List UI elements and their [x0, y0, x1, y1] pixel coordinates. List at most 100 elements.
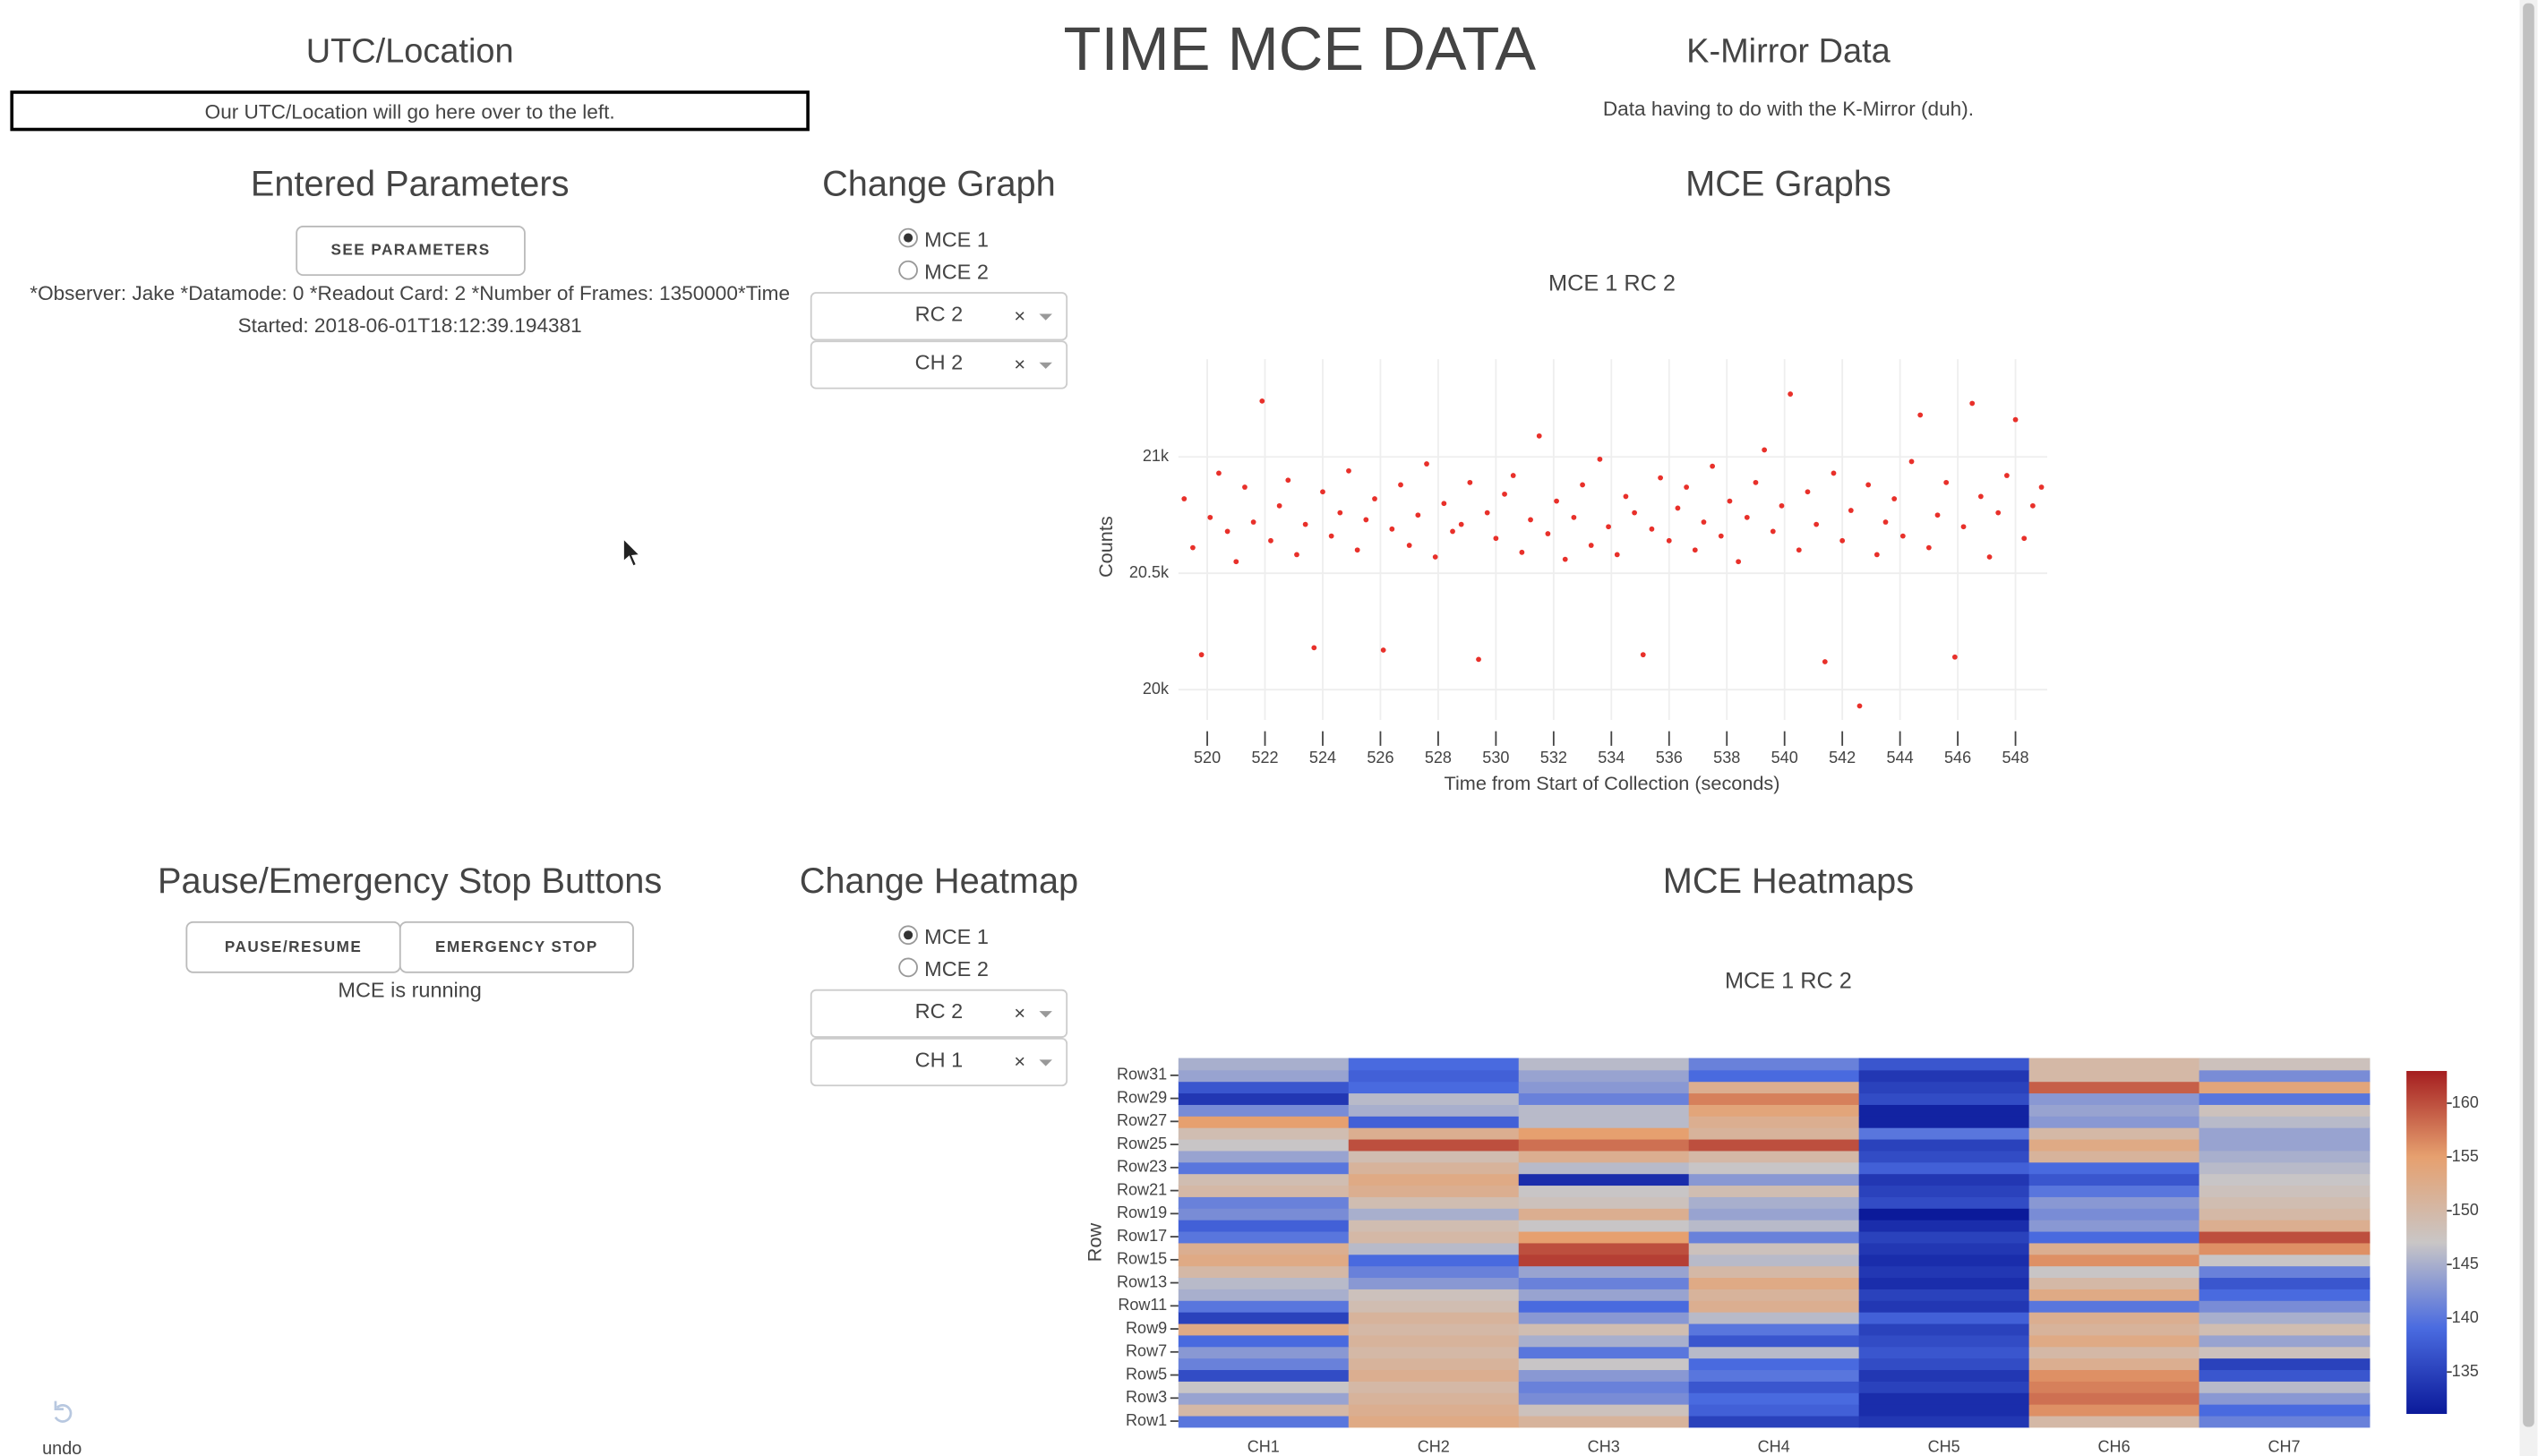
heatmap-cell [2199, 1415, 2371, 1428]
clear-icon[interactable]: × [1014, 1002, 1025, 1024]
section-title: MCE Heatmaps [1663, 861, 1914, 901]
x-tick-label: 534 [1598, 749, 1625, 767]
data-point [1233, 559, 1239, 565]
y-tick-label: 20k [1143, 680, 1170, 698]
heatmap-cell [1178, 1126, 1350, 1140]
radio-button[interactable] [898, 957, 918, 978]
heatmap-cell [1178, 1081, 1350, 1094]
y-tick-label: Row23 [1117, 1158, 1167, 1176]
heatmap-cell [1518, 1242, 1690, 1255]
x-tick-label: 546 [1944, 749, 1971, 767]
section-title: UTC/Location [306, 33, 514, 71]
y-tick-label: Row11 [1118, 1296, 1167, 1314]
heatmap-cell [1518, 1254, 1690, 1267]
x-tick-label: 522 [1251, 749, 1278, 767]
heatmap-cell [1178, 1403, 1350, 1417]
heatmap-cell [2199, 1081, 2371, 1094]
radio-label: MCE 2 [924, 261, 989, 284]
heatmap-cell [1518, 1323, 1690, 1336]
heatmap-cell [1858, 1311, 2030, 1324]
dropdown[interactable] [810, 292, 1068, 341]
clear-icon[interactable]: × [1014, 304, 1025, 327]
heatmap-cell [1178, 1392, 1350, 1405]
heatmap-cell [1858, 1126, 2030, 1140]
dropdown-value: RC 2 [915, 303, 963, 326]
data-point [1476, 656, 1481, 663]
heatmap-cell [2199, 1185, 2371, 1197]
heatmap-cell [1688, 1323, 1860, 1336]
dropdown-arrow[interactable] [1039, 1059, 1052, 1066]
dropdown-arrow[interactable] [1039, 362, 1052, 369]
heatmap-cell [1518, 1277, 1690, 1289]
dropdown-arrow[interactable] [1039, 1011, 1052, 1018]
clear-icon[interactable]: × [1014, 1050, 1025, 1073]
colorbar-tick-label: 160 [2452, 1093, 2479, 1111]
heatmap-cell [1518, 1219, 1690, 1232]
heatmap-cell [2199, 1358, 2371, 1371]
heatmap-cell [2199, 1403, 2371, 1417]
data-point [1276, 502, 1282, 509]
heatmap-cell [2028, 1392, 2200, 1405]
heatmap-cell [1348, 1185, 1520, 1197]
radio-button[interactable] [898, 260, 918, 280]
heatmap-cell [1858, 1299, 2030, 1313]
scrollbar-thumb[interactable] [2523, 3, 2534, 1427]
heatmap-cell [1688, 1380, 1860, 1393]
heatmap-cell [1858, 1369, 2030, 1382]
status-text: MCE is running [338, 979, 481, 1002]
colorbar-tick-label: 145 [2452, 1255, 2479, 1272]
heatmap-cell [1178, 1219, 1350, 1232]
heatmap-cell [2028, 1403, 2200, 1417]
heatmap-cell [2199, 1092, 2371, 1105]
data-point [1986, 554, 1993, 560]
data-point [1873, 552, 1880, 558]
data-point [1813, 521, 1820, 527]
data-point [1346, 467, 1351, 474]
heatmap-cell [2199, 1196, 2371, 1209]
dropdown-arrow[interactable] [1039, 313, 1052, 321]
data-point [1398, 482, 1403, 488]
heatmap-cell [1858, 1161, 2030, 1175]
heatmap-cell [2028, 1380, 2200, 1393]
clear-icon[interactable]: × [1014, 353, 1025, 375]
heatmap-cell [2199, 1392, 2371, 1405]
heatmap-cell [1688, 1242, 1860, 1255]
data-point [1285, 477, 1291, 484]
heatmap-cell [1688, 1289, 1860, 1301]
heatmap-cell [2028, 1207, 2200, 1220]
data-point [1502, 491, 1507, 497]
x-tick-label: 536 [1656, 749, 1683, 767]
radio-dot [904, 233, 913, 243]
heatmap-cell [1518, 1299, 1690, 1313]
heatmap-cell [1858, 1334, 2030, 1348]
undo-icon[interactable] [54, 1400, 73, 1423]
section-title: Change Heatmap [800, 861, 1078, 901]
y-tick-label: Row9 [1126, 1319, 1167, 1337]
heatmap-cell [1348, 1150, 1520, 1163]
heatmap-cell [2028, 1230, 2200, 1244]
data-point [1744, 514, 1750, 520]
data-point [1528, 517, 1533, 523]
heatmap-cell [1518, 1138, 1690, 1152]
heatmap-cell [1688, 1299, 1860, 1313]
y-tick-label: 20.5k [1129, 563, 1170, 581]
heatmap-cell [1178, 1323, 1350, 1336]
heatmap-cell [2199, 1069, 2371, 1083]
x-tick-label: 544 [1887, 749, 1914, 767]
heatmap-cell [1348, 1254, 1520, 1267]
button[interactable] [399, 921, 634, 973]
heatmap-cell [1688, 1369, 1860, 1382]
button[interactable] [296, 226, 526, 277]
heatmap-cell [1178, 1358, 1350, 1371]
radio-dot [904, 930, 913, 940]
dropdown[interactable] [810, 340, 1068, 390]
heatmap-cell [1348, 1126, 1520, 1140]
heatmap-cell [1688, 1173, 1860, 1186]
dropdown[interactable] [810, 1037, 1068, 1087]
heatmap-cell [1518, 1196, 1690, 1209]
heatmap-cell [2028, 1369, 2200, 1382]
heatmap-cell [2199, 1346, 2371, 1359]
dropdown[interactable] [810, 989, 1068, 1038]
heatmap-cell [2028, 1219, 2200, 1232]
heatmap-cell [1688, 1115, 1860, 1128]
